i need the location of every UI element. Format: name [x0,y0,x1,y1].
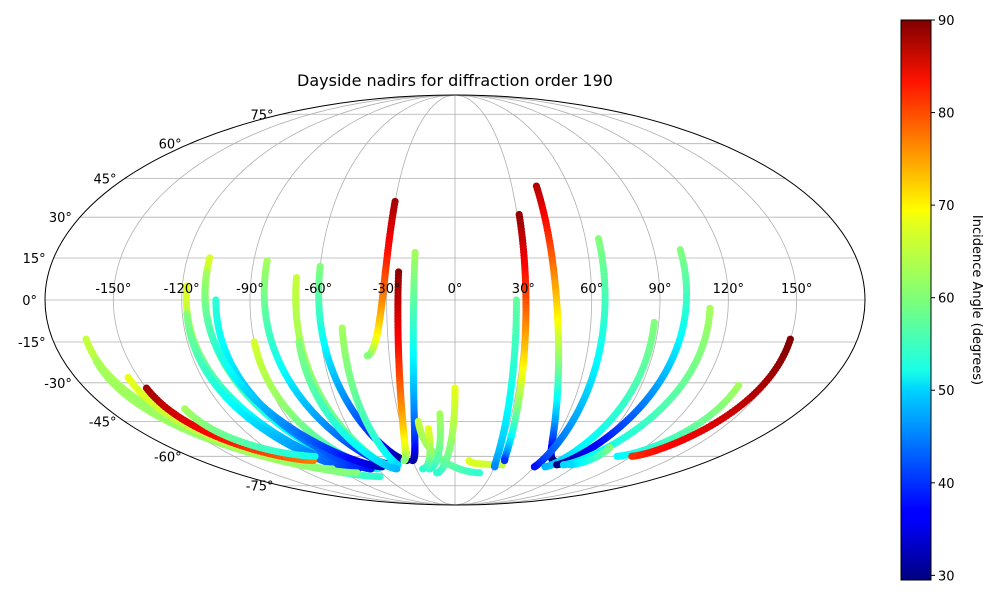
data-point [628,452,636,460]
colorbar-bar [900,19,932,581]
data-point [541,463,549,471]
data-point [530,463,539,471]
data-point [328,465,336,473]
longitude-tick-label: -30° [373,282,401,297]
colorbar-tick-label: 50 [938,384,955,399]
longitude-tick-label: 150° [781,282,812,297]
longitude-tick-label: 90° [648,282,671,297]
data-point [353,469,361,477]
longitude-tick-label: -60° [304,282,332,297]
latitude-tick-label: 45° [94,173,117,188]
data-point [393,465,401,473]
colorbar-tick-label: 30 [938,569,955,584]
longitude-tick-label: -90° [236,282,264,297]
latitude-tick-label: 30° [49,211,72,226]
longitude-tick-label: -150° [95,282,131,297]
chart-title: Dayside nadirs for diffraction order 190 [297,71,613,90]
longitude-tick-label: 120° [713,282,744,297]
data-point [500,456,509,465]
longitude-tick-label: -120° [164,282,200,297]
data-point [559,461,568,469]
colorbar: 30 40 50 60 70 80 90 Incidence Angle (degrees) [900,14,984,584]
colorbar-tick-label: 60 [938,292,955,307]
latitude-tick-label: -30° [44,377,72,392]
meridian-line [386,95,456,505]
colorbar-tick-label: 40 [938,477,955,492]
latitude-tick-label: 60° [159,138,182,153]
longitude-tick-label: 0° [448,282,463,297]
colorbar-ticks: 30 40 50 60 70 80 90 [931,14,955,584]
data-point [311,452,319,460]
data-point [376,473,384,481]
latitude-tick-label: 75° [250,108,273,123]
data-point [491,463,499,471]
latitude-tick-label: -45° [89,415,117,430]
longitude-tick-label: 60° [580,282,603,297]
colorbar-label: Incidence Angle (degrees) [969,215,984,385]
data-point [419,465,427,473]
latitude-tick-label: 15° [23,252,46,267]
latitude-tick-label: -75° [246,480,274,495]
data-point [613,452,621,460]
longitude-tick-label: 30° [512,282,535,297]
colorbar-tick-label: 90 [938,14,955,29]
meridian-line [112,95,456,505]
meridian-line [454,95,798,505]
data-point [408,456,417,465]
latitude-tick-label: 0° [22,294,37,309]
data-point [363,352,371,360]
latitude-tick-label: -60° [154,450,182,465]
data-point [400,456,408,465]
data-point [566,461,574,469]
data-point [553,461,561,469]
data-point [475,469,484,477]
colorbar-tick-label: 70 [938,199,955,214]
latitude-tick-label: -15° [18,336,46,351]
colorbar-tick-label: 80 [938,107,955,122]
scatter-points [82,182,794,481]
